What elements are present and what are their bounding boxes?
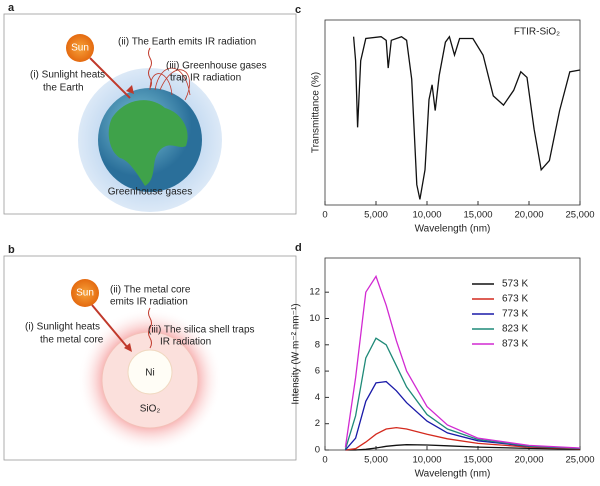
y-tick-label: 0: [315, 445, 320, 456]
panel-label: d: [295, 242, 302, 254]
plot-frame: [324, 257, 581, 451]
plot-frame: [324, 19, 581, 206]
x-axis-label: Wavelength (nm): [415, 469, 491, 480]
core-label: Ni: [145, 368, 154, 379]
trapped-ir: [149, 67, 191, 101]
x-tick-label: 5,000: [364, 455, 388, 466]
annotation: (ii) The metal core: [110, 285, 191, 296]
sun: [66, 34, 94, 62]
panel-label: b: [8, 244, 15, 256]
data-line: [345, 426, 581, 451]
legend-label: FTIR-SiO₂: [514, 27, 560, 38]
annotation: trap IR radiation: [170, 73, 241, 84]
x-tick-label: 15,000: [463, 455, 492, 466]
y-tick-label: 4: [315, 392, 320, 403]
y-tick-label: 12: [309, 287, 320, 298]
data-line: [344, 337, 581, 450]
annotation: (iii) Greenhouse gases: [166, 61, 267, 72]
y-tick-label: 2: [315, 418, 320, 429]
caption: Greenhouse gases: [108, 187, 193, 198]
legend-label: 823 K: [502, 324, 528, 335]
shell-label: SiO₂: [140, 404, 161, 415]
sun-label: Sun: [76, 288, 94, 299]
y-tick-label: 10: [309, 313, 320, 324]
panel-label: a: [8, 2, 15, 14]
y-tick-label: 8: [315, 339, 320, 350]
y-axis-label: Intensity (W m⁻² nm⁻¹): [291, 303, 302, 404]
x-tick-label: 25,000: [565, 210, 594, 221]
annotation: (i) Sunlight heats: [25, 322, 100, 333]
data-line: [344, 274, 581, 449]
x-tick-label: 15,000: [463, 210, 492, 221]
land: [108, 100, 188, 186]
arrow-head: [126, 85, 134, 94]
annotation: (iii) The silica shell traps: [148, 325, 255, 336]
data-line: [344, 380, 581, 451]
annotation: emits IR radiation: [110, 297, 188, 308]
x-tick-label: 20,000: [514, 455, 543, 466]
x-tick-label: 0: [322, 210, 327, 221]
y-axis-label: Transmittance (%): [311, 72, 322, 153]
x-tick-label: 5,000: [364, 210, 388, 221]
x-axis-label: Wavelength (nm): [415, 224, 491, 235]
annotation: (ii) The Earth emits IR radiation: [118, 37, 256, 48]
annotation: the metal core: [40, 335, 104, 346]
y-tick-label: 6: [315, 366, 320, 377]
x-tick-label: 10,000: [412, 455, 441, 466]
panel-label: c: [295, 4, 301, 16]
annotation: (i) Sunlight heats: [30, 70, 105, 81]
sunlight-arrow: [89, 57, 131, 99]
x-tick-label: 25,000: [565, 455, 594, 466]
x-tick-label: 20,000: [514, 210, 543, 221]
sun: [71, 279, 99, 307]
sunlight-arrow: [91, 304, 129, 349]
sun-label: Sun: [71, 43, 89, 54]
legend-label: 673 K: [502, 294, 528, 305]
annotation: the Earth: [43, 83, 84, 94]
legend-label: 873 K: [502, 339, 528, 350]
data-line: [345, 444, 581, 451]
x-tick-label: 10,000: [412, 210, 441, 221]
data-line: [352, 35, 581, 200]
annotation: IR radiation: [160, 337, 211, 348]
arrow-head: [124, 343, 132, 352]
legend-label: 773 K: [502, 309, 528, 320]
x-tick-label: 0: [322, 455, 327, 466]
ni-core: [127, 349, 173, 395]
legend-label: 573 K: [502, 279, 528, 290]
ir-wave: [148, 307, 152, 349]
